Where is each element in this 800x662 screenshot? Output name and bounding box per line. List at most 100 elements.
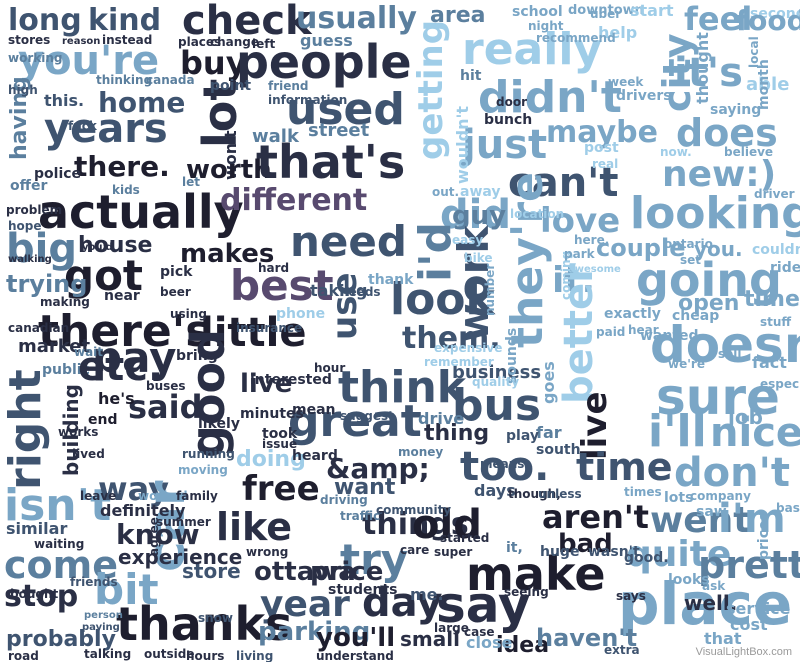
word-3: usually bbox=[296, 1, 417, 36]
word-25: years bbox=[44, 106, 168, 152]
word-186: thank bbox=[368, 272, 414, 288]
word-5: school bbox=[512, 4, 563, 20]
word-234: uber bbox=[590, 7, 621, 21]
word-268: paying bbox=[82, 622, 120, 633]
word-191: hard bbox=[258, 261, 289, 275]
word-193: beer bbox=[160, 285, 191, 299]
word-68: pay bbox=[92, 333, 177, 382]
word-131: likely bbox=[198, 416, 240, 432]
word-246: driving bbox=[320, 493, 368, 507]
word-124: cost bbox=[730, 615, 768, 634]
word-109: stop bbox=[4, 579, 78, 614]
word-107: ottawa bbox=[254, 557, 356, 587]
word-86: time bbox=[576, 445, 673, 489]
word-52: you. bbox=[694, 237, 743, 261]
word-75: good bbox=[181, 329, 235, 458]
word-264: bought bbox=[10, 587, 59, 601]
word-17: food bbox=[736, 4, 800, 37]
word-33: wouldn't bbox=[453, 106, 472, 184]
word-178: here. bbox=[574, 233, 609, 247]
word-184: away bbox=[460, 184, 501, 200]
word-116: parking bbox=[258, 617, 370, 647]
word-118: small bbox=[400, 627, 460, 651]
word-127: store bbox=[182, 559, 241, 583]
word-22: didn't bbox=[478, 72, 622, 123]
word-172: sell bbox=[718, 347, 742, 361]
word-199: walking bbox=[8, 254, 52, 265]
watermark: VisualLightBox.com bbox=[695, 646, 792, 658]
word-71: sure bbox=[656, 368, 780, 426]
word-154: good. bbox=[624, 550, 669, 566]
word-102: come bbox=[4, 543, 118, 587]
word-56: it. bbox=[552, 260, 595, 301]
word-8: second bbox=[750, 6, 800, 22]
word-167: wanted bbox=[640, 328, 699, 344]
word-35: there. bbox=[74, 150, 170, 183]
word-159: lots bbox=[664, 490, 693, 506]
word-147: means bbox=[480, 457, 524, 471]
word-39: can't bbox=[508, 160, 619, 206]
word-252: care bbox=[400, 543, 429, 557]
word-280: buses bbox=[146, 379, 186, 393]
word-226: now. bbox=[660, 145, 692, 159]
word-144: drive bbox=[418, 409, 464, 428]
word-30: does bbox=[676, 111, 778, 155]
word-223: door bbox=[496, 95, 527, 109]
word-115: probably bbox=[6, 627, 116, 652]
word-163: fact bbox=[752, 353, 787, 372]
word-197: making bbox=[40, 295, 90, 309]
word-36: worth bbox=[186, 155, 272, 185]
word-269: person bbox=[84, 610, 123, 621]
word-270: large bbox=[434, 621, 469, 635]
word-1: kind bbox=[88, 3, 161, 38]
word-170: paid bbox=[596, 325, 625, 339]
word-27: walk bbox=[252, 126, 300, 147]
word-161: based bbox=[776, 501, 800, 515]
word-266: similar bbox=[6, 519, 67, 538]
word-224: post bbox=[584, 140, 619, 156]
word-93: went bbox=[650, 500, 751, 541]
word-21: used bbox=[286, 84, 405, 135]
word-79: job bbox=[727, 405, 763, 429]
word-32: getting bbox=[411, 20, 451, 160]
word-272: says bbox=[616, 589, 646, 603]
word-228: drivers bbox=[616, 88, 672, 104]
word-265: waiting bbox=[34, 537, 84, 551]
word-84: thing bbox=[424, 421, 489, 446]
word-255: students bbox=[328, 582, 398, 598]
word-31: just bbox=[460, 122, 547, 168]
word-28: street bbox=[308, 120, 370, 141]
word-135: heard bbox=[292, 448, 338, 464]
word-215: stores bbox=[8, 33, 50, 47]
word-229: saying bbox=[710, 102, 761, 118]
word-50: i'd bbox=[410, 222, 461, 282]
word-218: working bbox=[8, 51, 62, 65]
word-279: hour bbox=[314, 361, 345, 375]
word-171: we're bbox=[668, 357, 705, 371]
word-10: buy bbox=[180, 44, 247, 82]
word-179: park bbox=[564, 247, 596, 261]
word-207: high bbox=[8, 83, 38, 97]
word-140: public bbox=[42, 362, 90, 378]
word-53: got bbox=[64, 251, 143, 300]
word-273: extra bbox=[604, 643, 640, 657]
word-175: couldn't bbox=[752, 242, 800, 258]
word-42: looking bbox=[630, 188, 800, 239]
word-162: prices bbox=[756, 512, 772, 560]
word-165: stuff bbox=[760, 315, 791, 329]
word-59: look bbox=[390, 274, 497, 325]
word-7: start bbox=[630, 1, 674, 20]
word-160: times bbox=[624, 485, 662, 499]
word-78: i'll bbox=[648, 406, 707, 457]
word-227: believe bbox=[724, 145, 773, 159]
word-61: there's bbox=[38, 306, 211, 357]
word-129: building bbox=[59, 384, 83, 476]
word-105: pretty bbox=[698, 543, 800, 587]
word-213: change bbox=[210, 35, 259, 49]
word-89: way bbox=[98, 470, 169, 508]
word-169: exactly bbox=[604, 306, 661, 322]
word-267: friends bbox=[70, 575, 118, 589]
word-211: information bbox=[268, 93, 347, 107]
word-70: think bbox=[338, 362, 468, 413]
word-277: family bbox=[176, 489, 218, 503]
